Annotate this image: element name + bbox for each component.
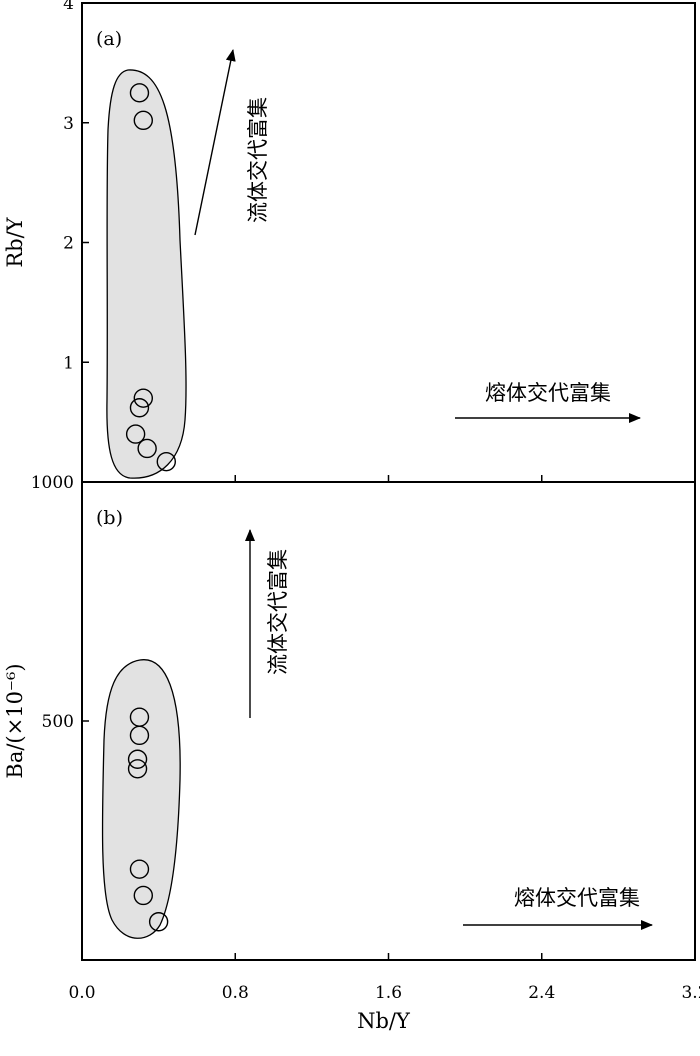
melt-enrichment-label: 熔体交代富集: [514, 886, 640, 910]
x-tick-label: 0.8: [222, 983, 249, 1003]
panel-label: (b): [96, 507, 123, 529]
data-point: [129, 398, 150, 418]
data-field-envelope: [106, 69, 187, 479]
y-tick-label: 1000: [31, 473, 74, 493]
y-axis-title: Rb/Y: [3, 216, 27, 267]
x-axis-title: Nb/Y: [357, 1009, 411, 1033]
data-point: [129, 725, 150, 746]
y-tick-label: 2: [63, 234, 74, 254]
data-point: [148, 912, 169, 932]
y-tick-label: 500: [42, 712, 74, 732]
data-point: [156, 451, 176, 472]
data-point: [127, 759, 148, 779]
fluid-enrichment-label: 流体交代富集: [246, 97, 270, 223]
data-point: [133, 388, 154, 408]
fluid-enrichment-label: 流体交代富集: [266, 549, 290, 675]
x-tick-label: 1.6: [375, 983, 402, 1003]
data-point: [137, 438, 157, 459]
data-point: [129, 859, 150, 879]
fluid-enrichment-arrow: [194, 49, 236, 236]
data-point: [127, 749, 148, 769]
melt-enrichment-label: 熔体交代富集: [485, 381, 611, 405]
y-tick-label: 1: [63, 353, 74, 373]
data-point: [129, 83, 150, 103]
x-tick-label: 3.2: [681, 983, 700, 1003]
y-tick-label: 4: [63, 0, 74, 14]
y-axis-title: Ba/(×10⁻⁶): [3, 663, 27, 778]
data-field-envelope: [101, 659, 181, 939]
data-point: [125, 424, 146, 444]
x-tick-label: 2.4: [528, 983, 555, 1003]
panel-b: 500 1000 0.0 0.8 1.6 2.4 3.2 Ba/(×10⁻⁶) (b) 流体交代富…: [3, 473, 700, 1033]
x-tick-label: 0.0: [68, 983, 95, 1003]
data-point: [133, 110, 154, 131]
y-tick-label: 3: [63, 114, 74, 134]
data-point: [133, 885, 154, 906]
panel-label: (a): [96, 28, 122, 50]
